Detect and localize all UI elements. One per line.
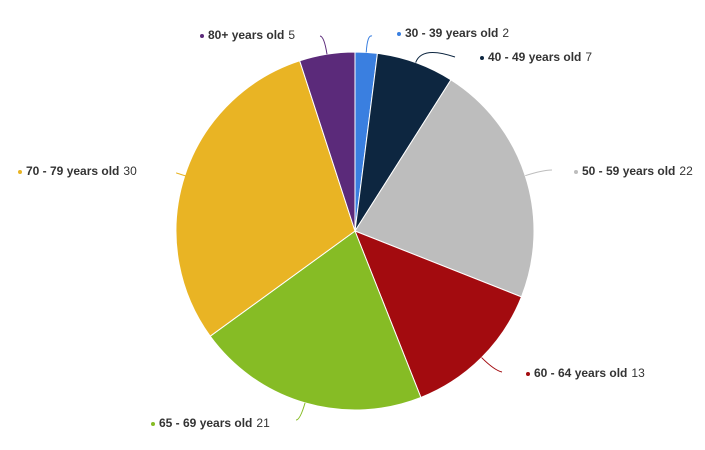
label-name: 60 - 64 years old [534, 366, 627, 380]
label-value: 7 [585, 50, 592, 64]
connector [176, 172, 187, 177]
data-label: 65 - 69 years old 21 [159, 416, 270, 430]
connector [319, 35, 328, 55]
data-label: 60 - 64 years old 13 [534, 366, 645, 380]
label-value: 21 [256, 416, 270, 430]
data-label: 30 - 39 years old 2 [405, 26, 509, 40]
legend-bullet [526, 372, 530, 376]
label-value: 22 [679, 164, 693, 178]
legend-bullet [480, 56, 484, 60]
data-label: 40 - 49 years old 7 [488, 50, 592, 64]
data-label: 50 - 59 years old 22 [582, 164, 693, 178]
pie-slice [299, 51, 356, 232]
label-name: 65 - 69 years old [159, 416, 252, 430]
pie-slice [354, 79, 535, 298]
pie-slice [354, 230, 523, 399]
connector [525, 169, 553, 177]
label-name: 50 - 59 years old [582, 164, 675, 178]
label-value: 2 [502, 26, 509, 40]
data-label: 70 - 79 years old 30 [26, 164, 137, 178]
label-value: 5 [288, 28, 295, 42]
connector [415, 51, 456, 63]
label-value: 13 [631, 366, 645, 380]
legend-bullet [574, 170, 578, 174]
label-name: 80+ years old [208, 28, 284, 42]
connector [481, 357, 503, 373]
legend-bullet [18, 170, 22, 174]
label-name: 70 - 79 years old [26, 164, 119, 178]
data-label: 80+ years old 5 [208, 28, 295, 42]
label-name: 40 - 49 years old [488, 50, 581, 64]
legend-bullet [151, 422, 155, 426]
label-value: 30 [123, 164, 137, 178]
legend-bullet [397, 32, 401, 36]
label-name: 30 - 39 years old [405, 26, 498, 40]
legend-bullet [200, 34, 204, 38]
connector [365, 35, 373, 53]
connector [295, 402, 306, 421]
